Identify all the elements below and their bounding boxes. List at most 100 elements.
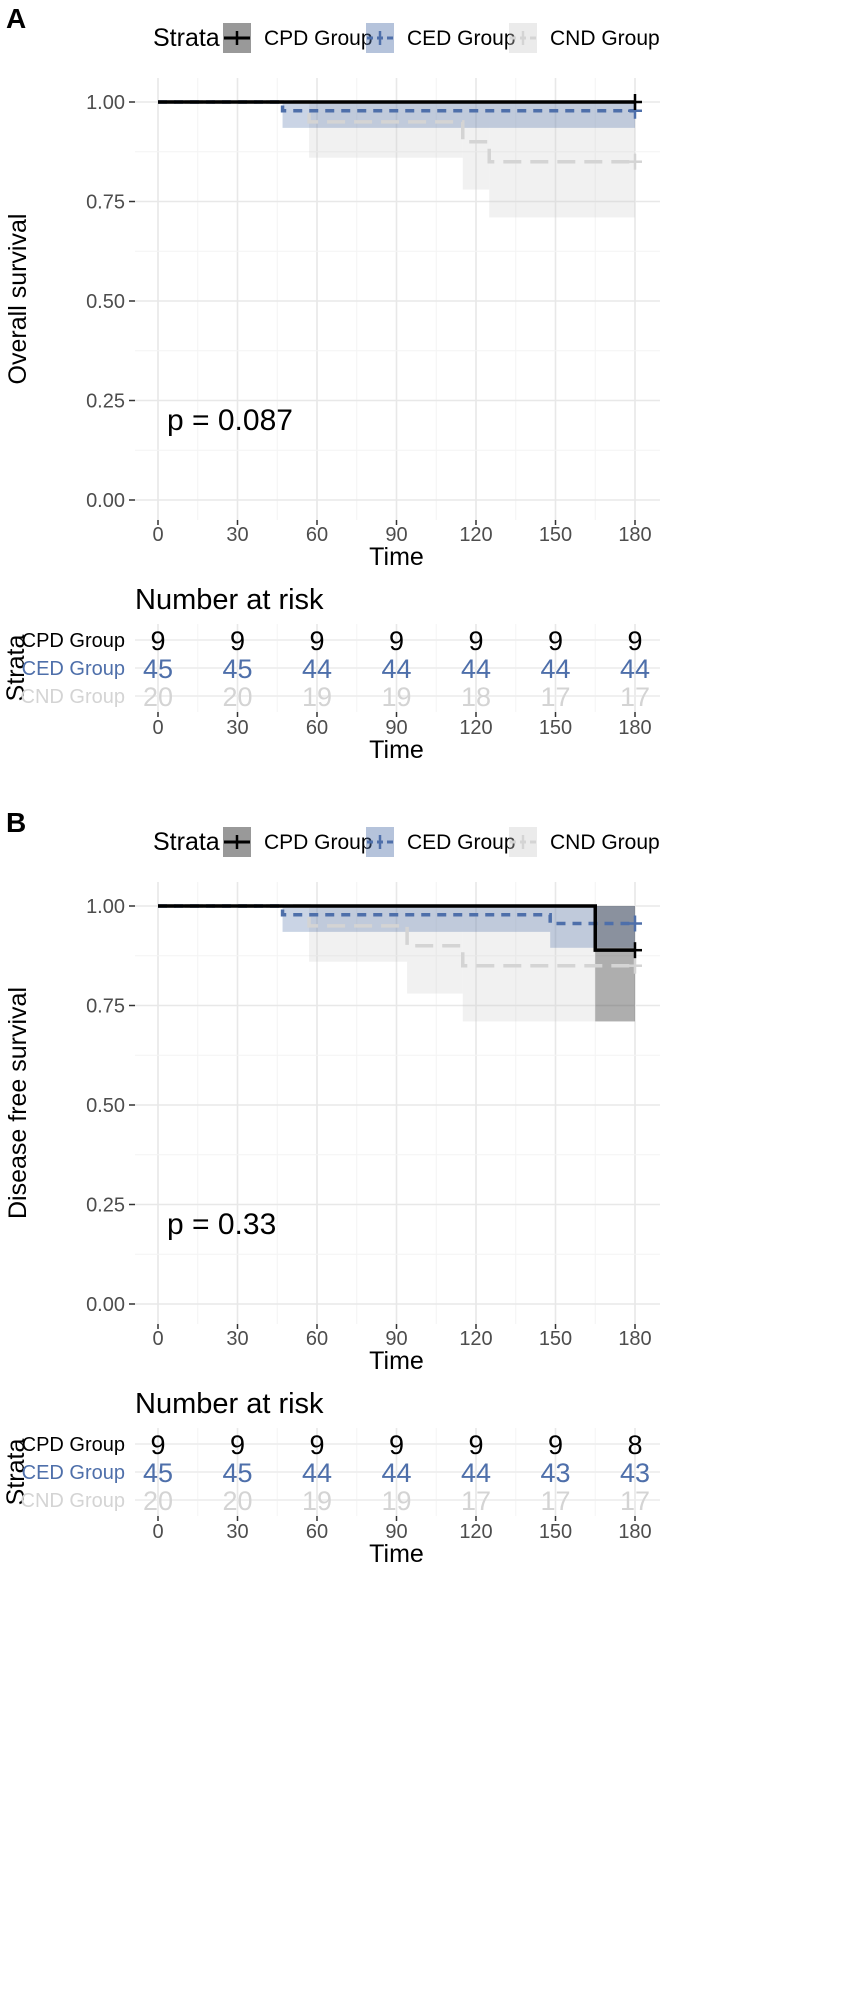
curve-cpd (158, 904, 635, 952)
y-tick-label: 0.00 (86, 490, 125, 512)
risk-count: 19 (381, 1486, 411, 1516)
risk-x-tick-label: 180 (618, 1521, 651, 1543)
risk-count: 43 (620, 1458, 650, 1488)
ci-band-ced (550, 906, 635, 948)
legend-item-cpd: CPD Group (223, 827, 373, 857)
legend-item-cpd: CPD Group (223, 23, 373, 53)
risk-count: 44 (461, 1458, 491, 1488)
y-tick-label: 0.25 (86, 391, 125, 413)
x-tick-label: 120 (459, 1328, 492, 1350)
y-tick-label: 0.50 (86, 1095, 125, 1117)
risk-count: 9 (548, 1430, 563, 1460)
risk-row-label-ced: CED Group (22, 1462, 125, 1484)
p-value: p = 0.087 (167, 404, 293, 437)
risk-count: 18 (461, 682, 491, 712)
risk-count: 9 (230, 1430, 245, 1460)
risk-count: 9 (389, 1430, 404, 1460)
ci-bands (282, 102, 635, 218)
ci-band-cnd (407, 906, 463, 994)
curve-cnd (158, 100, 635, 164)
risk-count: 17 (620, 1486, 650, 1516)
legend-label: CED Group (407, 831, 516, 854)
risk-count: 20 (143, 1486, 173, 1516)
risk-x-tick-label: 120 (459, 717, 492, 739)
risk-count: 19 (302, 1486, 332, 1516)
y-tick-label: 1.00 (86, 896, 125, 918)
risk-count: 8 (627, 1430, 642, 1460)
risk-count: 9 (627, 626, 642, 656)
legend: Strata CPD Group CED Group CND Group (153, 827, 660, 857)
risk-x-tick-label: 90 (385, 1521, 407, 1543)
risk-row-label-cnd: CND Group (21, 1490, 125, 1512)
legend-item-ced: CED Group (366, 827, 516, 857)
y-axis-title: Overall survival (4, 214, 32, 385)
risk-count: 17 (540, 682, 570, 712)
y-tick-label: 1.00 (86, 92, 125, 114)
risk-row-label-ced: CED Group (22, 658, 125, 680)
y-tick-label: 0.00 (86, 1294, 125, 1316)
risk-count: 44 (461, 654, 491, 684)
risk-count: 44 (302, 1458, 332, 1488)
risk-count: 45 (222, 1458, 252, 1488)
legend-label: CND Group (550, 27, 660, 50)
y-tick-label: 0.75 (86, 996, 125, 1018)
y-tick-label: 0.25 (86, 1195, 125, 1217)
legend: Strata CPD Group CED Group CND Group (153, 23, 660, 53)
x-tick-label: 180 (618, 1328, 651, 1350)
ci-band-ced (282, 906, 551, 932)
y-tick-label: 0.50 (86, 291, 125, 313)
legend-title: Strata (153, 24, 220, 52)
legend-item-ced: CED Group (366, 23, 516, 53)
risk-x-tick-label: 30 (226, 1521, 248, 1543)
risk-x-tick-label: 150 (539, 717, 572, 739)
ci-band-cnd (489, 102, 635, 218)
risk-x-tick-label: 180 (618, 717, 651, 739)
risk-x-tick-label: 120 (459, 1521, 492, 1543)
risk-row-label-cnd: CND Group (21, 686, 125, 708)
risk-x-axis-title: Time (369, 1540, 424, 1568)
x-axis-title: Time (369, 543, 424, 571)
risk-x-tick-label: 60 (306, 717, 328, 739)
panel-letter: B (6, 807, 26, 838)
risk-count: 17 (620, 682, 650, 712)
x-tick-label: 30 (226, 1328, 248, 1350)
legend-label: CPD Group (264, 27, 373, 50)
ci-bands (282, 906, 635, 1022)
x-tick-label: 90 (385, 1328, 407, 1350)
risk-count: 45 (143, 1458, 173, 1488)
risk-count: 9 (150, 1430, 165, 1460)
risk-count: 19 (381, 682, 411, 712)
risk-count: 44 (620, 654, 650, 684)
risk-count: 44 (381, 1458, 411, 1488)
risk-count: 17 (461, 1486, 491, 1516)
x-tick-label: 120 (459, 524, 492, 546)
legend-item-cnd: CND Group (509, 23, 660, 53)
legend-label: CND Group (550, 831, 660, 854)
p-value: p = 0.33 (167, 1208, 276, 1241)
risk-count: 20 (143, 682, 173, 712)
risk-count: 19 (302, 682, 332, 712)
risk-count: 44 (381, 654, 411, 684)
x-tick-label: 150 (539, 524, 572, 546)
legend-item-cnd: CND Group (509, 827, 660, 857)
curve-cnd (158, 904, 635, 968)
x-tick-label: 60 (306, 524, 328, 546)
risk-x-axis-title: Time (369, 736, 424, 764)
risk-count: 44 (540, 654, 570, 684)
x-tick-label: 90 (385, 524, 407, 546)
y-tick-label: 0.75 (86, 192, 125, 214)
y-axis-title: Disease free survival (4, 987, 32, 1219)
x-tick-label: 180 (618, 524, 651, 546)
legend-label: CPD Group (264, 831, 373, 854)
risk-count: 9 (389, 626, 404, 656)
risk-x-tick-label: 0 (152, 717, 163, 739)
risk-count: 9 (468, 626, 483, 656)
risk-x-tick-label: 90 (385, 717, 407, 739)
risk-x-tick-label: 0 (152, 1521, 163, 1543)
x-tick-label: 0 (152, 1328, 163, 1350)
